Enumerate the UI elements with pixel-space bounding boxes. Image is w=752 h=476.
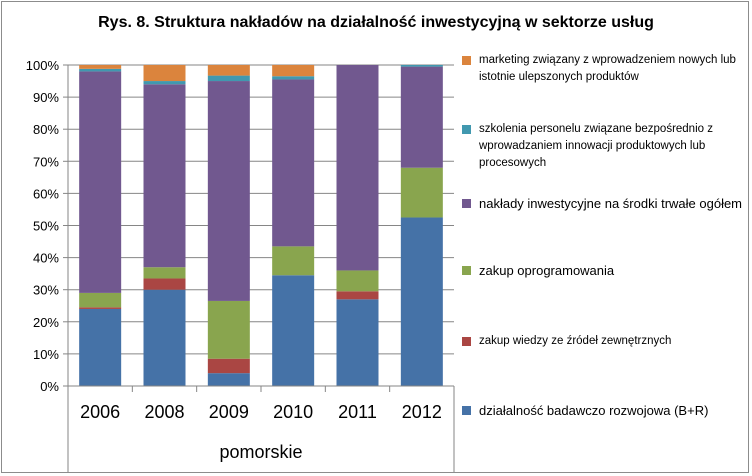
x-tick-label: 2012: [402, 402, 442, 422]
bar-segment: [79, 308, 122, 386]
bar-segment: [207, 65, 250, 76]
bar-segment: [79, 71, 122, 293]
legend-label: zakup wiedzy ze źródeł zewnętrznych: [479, 335, 672, 347]
y-tick-label: 70%: [33, 154, 59, 169]
bars: [79, 65, 443, 386]
legend-swatch: [462, 266, 471, 275]
bar-segment: [79, 68, 122, 72]
x-tick-label: 2008: [144, 402, 184, 422]
bar-segment: [272, 275, 315, 386]
bar-segment: [272, 79, 315, 247]
bar-segment: [143, 289, 186, 386]
y-tick-label: 40%: [33, 251, 59, 266]
bar-segment: [207, 81, 250, 301]
bar-segment: [400, 66, 443, 168]
x-tick-label: 2010: [273, 402, 313, 422]
y-tick-label: 100%: [26, 58, 60, 73]
bar-segment: [400, 217, 443, 386]
bar-segment: [143, 65, 186, 82]
x-tick-label: 2011: [338, 402, 377, 422]
y-tick-label: 20%: [33, 315, 59, 330]
legend-swatch: [462, 337, 471, 346]
bar-segment: [272, 246, 315, 276]
legend-label: działalność badawczo rozwojowa (B+R): [479, 403, 709, 418]
bar-segment: [336, 291, 379, 300]
bar-segment: [400, 167, 443, 218]
legend-label: marketing związany z wprowadzeniem nowyc…: [479, 54, 736, 83]
bar-segment: [143, 267, 186, 279]
legend-swatch: [462, 199, 471, 208]
bar-segment: [207, 300, 250, 359]
legend-swatch: [462, 406, 471, 415]
bar-segment: [79, 65, 122, 69]
y-tick-label: 0%: [40, 379, 59, 394]
legend-swatch: [462, 56, 471, 65]
y-tick-label: 60%: [33, 186, 59, 201]
axes: [63, 64, 455, 472]
legend-label: zakup oprogramowania: [479, 263, 615, 278]
gridlines: [68, 64, 454, 355]
bar-segment: [79, 292, 122, 308]
bar-segment: [143, 84, 186, 268]
x-tick-label: 2006: [80, 402, 120, 422]
y-tick-label: 90%: [33, 90, 59, 105]
bar-segment: [336, 270, 379, 292]
legend-label: szkolenia personelu związane bezpośredni…: [479, 123, 713, 169]
y-tick-label: 10%: [33, 347, 59, 362]
legend-swatch: [462, 125, 471, 134]
group-label: pomorskie: [219, 442, 302, 462]
y-tick-label: 80%: [33, 122, 59, 137]
bar-segment: [207, 373, 250, 386]
bar-segment: [336, 299, 379, 386]
legend-label: nakłady inwestycyjne na środki trwałe og…: [479, 196, 743, 211]
y-tick-label: 30%: [33, 283, 59, 298]
bar-segment: [400, 65, 443, 67]
bar-segment: [207, 75, 250, 82]
bar-segment: [272, 65, 315, 77]
bar-segment: [143, 278, 186, 290]
x-tick-label: 2009: [209, 402, 249, 422]
bar-segment: [143, 81, 186, 85]
x-tick-labels: 2006 2008 2009 2010 2011 2012 pomorskie: [80, 402, 442, 462]
bar-segment: [79, 307, 122, 309]
bar-segment: [207, 358, 250, 374]
bar-segment: [336, 65, 379, 271]
y-tick-label: 50%: [33, 219, 59, 234]
bar-segment: [272, 76, 315, 80]
y-tick-labels: 0% 10% 20% 30% 40% 50% 60% 70% 80% 90% 100%: [26, 58, 60, 394]
chart-title: Rys. 8. Struktura nakładów na działalnoś…: [98, 14, 654, 31]
